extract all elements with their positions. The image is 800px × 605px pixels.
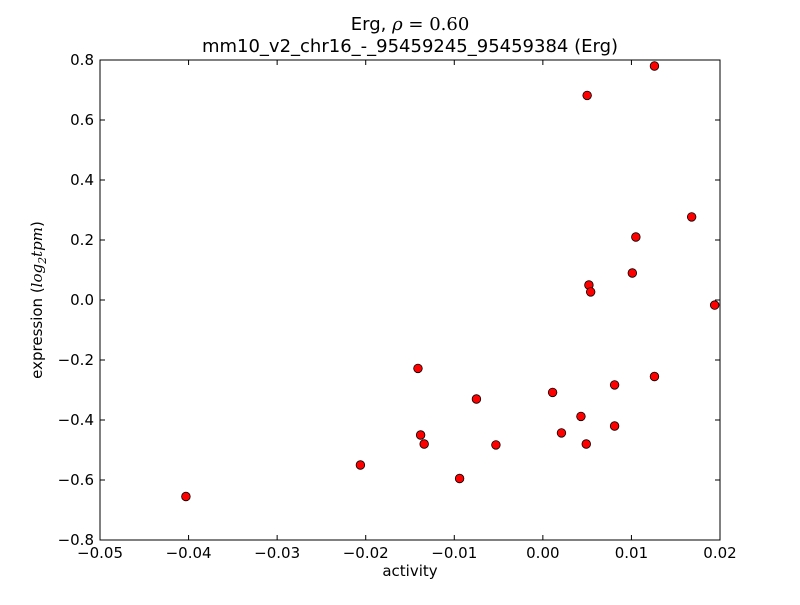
title-equals: = — [403, 14, 430, 35]
data-point — [627, 268, 638, 278]
y-tick-label: 0.4 — [70, 171, 94, 189]
y-tick-label: −0.8 — [58, 531, 94, 549]
data-point — [547, 387, 558, 398]
data-point — [471, 394, 482, 404]
data-point — [581, 439, 591, 449]
x-tick-label: −0.01 — [431, 544, 477, 562]
x-tick-label: 0.02 — [703, 544, 736, 562]
y-tick-label: 0.0 — [70, 291, 94, 309]
data-points — [181, 61, 720, 502]
chart-title-line1: Erg, ρ = 0.60 — [351, 14, 470, 35]
y-label-subscript: 2 — [36, 257, 49, 265]
x-axis-label: activity — [382, 562, 437, 580]
data-point — [631, 232, 641, 242]
x-tick-label: −0.02 — [343, 544, 389, 562]
x-tick-label: −0.05 — [77, 544, 123, 562]
y-tick-label: −0.2 — [58, 351, 94, 369]
data-point — [649, 371, 660, 382]
y-label-suffix: ) — [28, 221, 46, 227]
x-tick-label: −0.04 — [166, 544, 212, 562]
y-tick-label: 0.6 — [70, 111, 94, 129]
y-tick-label: −0.6 — [58, 471, 94, 489]
title-rho: ρ — [391, 14, 403, 35]
data-point — [556, 428, 567, 438]
data-point — [582, 90, 592, 101]
chart-title-line2: mm10_v2_chr16_-_95459245_95459384 (Erg) — [202, 36, 618, 57]
data-point — [355, 460, 366, 470]
data-point — [709, 300, 720, 310]
y-tick-label: 0.2 — [70, 231, 94, 249]
x-tick-label: 0.01 — [615, 544, 648, 562]
data-point — [576, 411, 586, 422]
y-label-prefix: expression ( — [28, 287, 46, 379]
data-point — [649, 61, 660, 71]
axis-ticks: −0.05 −0.04 −0.03 −0.02 −0.01 0.00 0.01 0.02 −0.… — [58, 51, 737, 562]
data-point — [413, 363, 423, 374]
y-tick-label: 0.8 — [70, 51, 94, 69]
y-label-tpm: tpm — [28, 227, 46, 257]
y-tick-label: −0.4 — [58, 411, 94, 429]
data-point — [415, 430, 426, 440]
data-point — [181, 491, 191, 502]
title-prefix: Erg, — [351, 14, 392, 35]
title-rho-value: 0.60 — [429, 14, 469, 35]
y-axis-label: expression (log2tpm) — [28, 221, 49, 379]
y-label-log: log — [28, 264, 46, 287]
data-point — [491, 440, 501, 450]
data-point — [454, 473, 465, 484]
data-point — [686, 212, 697, 222]
x-tick-label: −0.03 — [254, 544, 300, 562]
data-point — [419, 439, 429, 449]
data-point — [585, 287, 596, 297]
x-tick-label: 0.00 — [526, 544, 559, 562]
data-point — [609, 380, 620, 390]
plot-area-frame — [99, 59, 721, 541]
data-point — [609, 421, 620, 431]
